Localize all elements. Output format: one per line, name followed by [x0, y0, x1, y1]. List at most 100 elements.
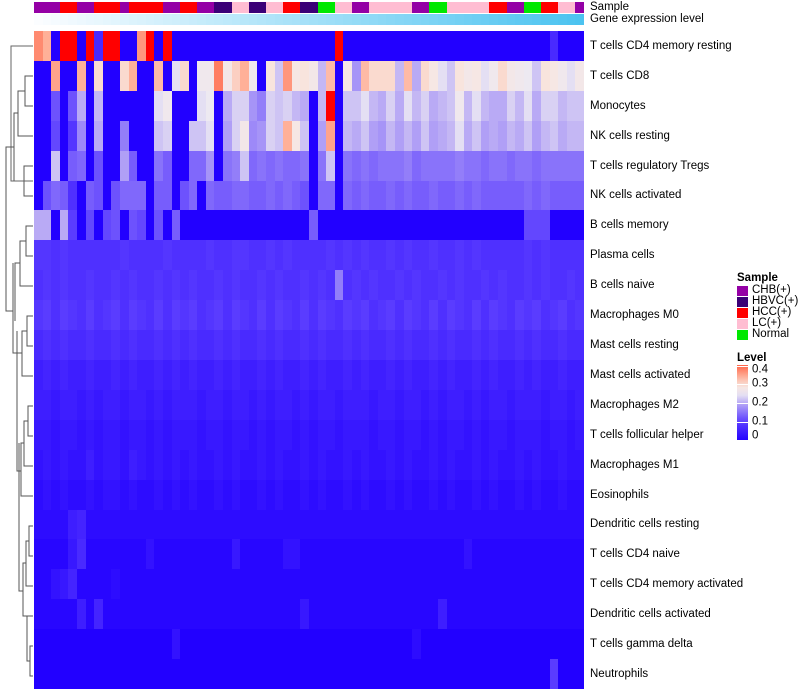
heatmap-cell	[558, 389, 567, 420]
heatmap-cell	[266, 180, 275, 211]
heatmap-cell	[566, 539, 576, 570]
heatmap-cell	[437, 120, 447, 151]
heatmap-row	[34, 509, 584, 540]
heatmap-cell	[489, 389, 499, 420]
heatmap-cell	[455, 449, 464, 480]
heatmap-cell	[326, 509, 335, 540]
heatmap-cell	[51, 31, 60, 61]
heatmap-cell	[240, 659, 249, 689]
heatmap-cell	[480, 569, 490, 600]
heatmap-cell	[420, 599, 430, 630]
heatmap-cell	[515, 509, 524, 540]
gene-expression-annotation-cell	[231, 14, 241, 25]
heatmap-cell	[334, 150, 344, 181]
heatmap-cell	[360, 659, 370, 689]
heatmap-cell	[480, 389, 490, 420]
heatmap-cell	[489, 659, 499, 689]
heatmap-cell	[68, 210, 77, 241]
heatmap-cell	[326, 31, 335, 61]
heatmap-cell	[300, 90, 309, 121]
heatmap-row-label: Macrophages M1	[590, 458, 679, 471]
heatmap-cell	[154, 270, 163, 301]
heatmap-cell	[231, 599, 241, 630]
heatmap-cell	[351, 270, 361, 301]
heatmap-cell	[489, 240, 499, 271]
heatmap-cell	[94, 449, 103, 480]
sample-annotation-cell	[394, 2, 404, 13]
sample-annotation-cell	[420, 2, 430, 13]
heatmap-cell	[360, 449, 370, 480]
level-legend-tick-label: 0.4	[752, 363, 768, 376]
gene-expression-annotation-cell	[377, 14, 387, 25]
sample-annotation-cell	[137, 2, 146, 13]
heatmap-cell	[377, 330, 387, 360]
heatmap-cell	[523, 509, 533, 540]
heatmap-cell	[119, 120, 129, 151]
heatmap-cell	[119, 31, 129, 61]
heatmap-cell	[94, 659, 103, 689]
heatmap-cell	[309, 300, 318, 331]
heatmap-cell	[515, 539, 524, 570]
heatmap-cell	[360, 569, 370, 600]
heatmap-cell	[489, 180, 499, 211]
heatmap-cell	[257, 60, 267, 91]
heatmap-cell	[240, 509, 249, 540]
heatmap-cell	[145, 180, 155, 211]
heatmap-cell	[119, 180, 129, 211]
heatmap-cell	[532, 539, 542, 570]
heatmap-cell	[291, 569, 301, 600]
heatmap-cell	[360, 479, 370, 510]
heatmap-cell	[102, 389, 112, 420]
heatmap-cell	[472, 60, 481, 91]
heatmap-row	[34, 240, 584, 271]
heatmap-cell	[274, 449, 284, 480]
sample-annotation-cell	[145, 2, 155, 13]
heatmap-cell	[180, 629, 189, 660]
heatmap-cell	[102, 419, 112, 450]
heatmap-cell	[360, 509, 370, 540]
heatmap-cell	[532, 509, 542, 540]
heatmap-cell	[343, 539, 352, 570]
heatmap-cell	[214, 330, 224, 360]
heatmap-row	[34, 569, 584, 600]
heatmap-cell	[343, 359, 352, 390]
heatmap-cell	[403, 359, 413, 390]
gene-expression-annotation-cell	[515, 14, 524, 25]
heatmap-cell	[42, 180, 52, 211]
heatmap-cell	[334, 389, 344, 420]
heatmap-cell	[532, 31, 542, 61]
sample-annotation-cell	[162, 2, 172, 13]
heatmap-cell	[119, 449, 129, 480]
sample-annotation-cell	[472, 2, 481, 13]
heatmap-cell	[463, 150, 473, 181]
gene-expression-annotation-bar	[34, 14, 584, 25]
heatmap-cell	[34, 210, 43, 241]
heatmap-cell	[274, 539, 284, 570]
heatmap-cell	[214, 210, 224, 241]
heatmap-row	[34, 150, 584, 181]
heatmap-cell	[205, 509, 215, 540]
heatmap-cell	[506, 449, 516, 480]
heatmap-cell	[231, 659, 241, 689]
heatmap-cell	[111, 479, 120, 510]
heatmap-cell	[532, 389, 542, 420]
heatmap-cell	[94, 539, 103, 570]
heatmap-cell	[446, 389, 456, 420]
heatmap-cell	[205, 569, 215, 600]
gene-expression-annotation-cell	[197, 14, 206, 25]
heatmap-cell	[420, 300, 430, 331]
heatmap-cell	[42, 330, 52, 360]
heatmap-cell	[343, 150, 352, 181]
heatmap-cell	[188, 479, 198, 510]
heatmap-cell	[59, 60, 69, 91]
heatmap-cell	[472, 210, 481, 241]
heatmap-cell	[76, 359, 86, 390]
sample-annotation-cell	[214, 2, 224, 13]
heatmap-cell	[463, 569, 473, 600]
heatmap-cell	[317, 90, 327, 121]
heatmap-cell	[403, 449, 413, 480]
heatmap-cell	[34, 479, 43, 510]
heatmap-cell	[248, 509, 258, 540]
heatmap-cell	[506, 300, 516, 331]
heatmap-cell	[42, 629, 52, 660]
